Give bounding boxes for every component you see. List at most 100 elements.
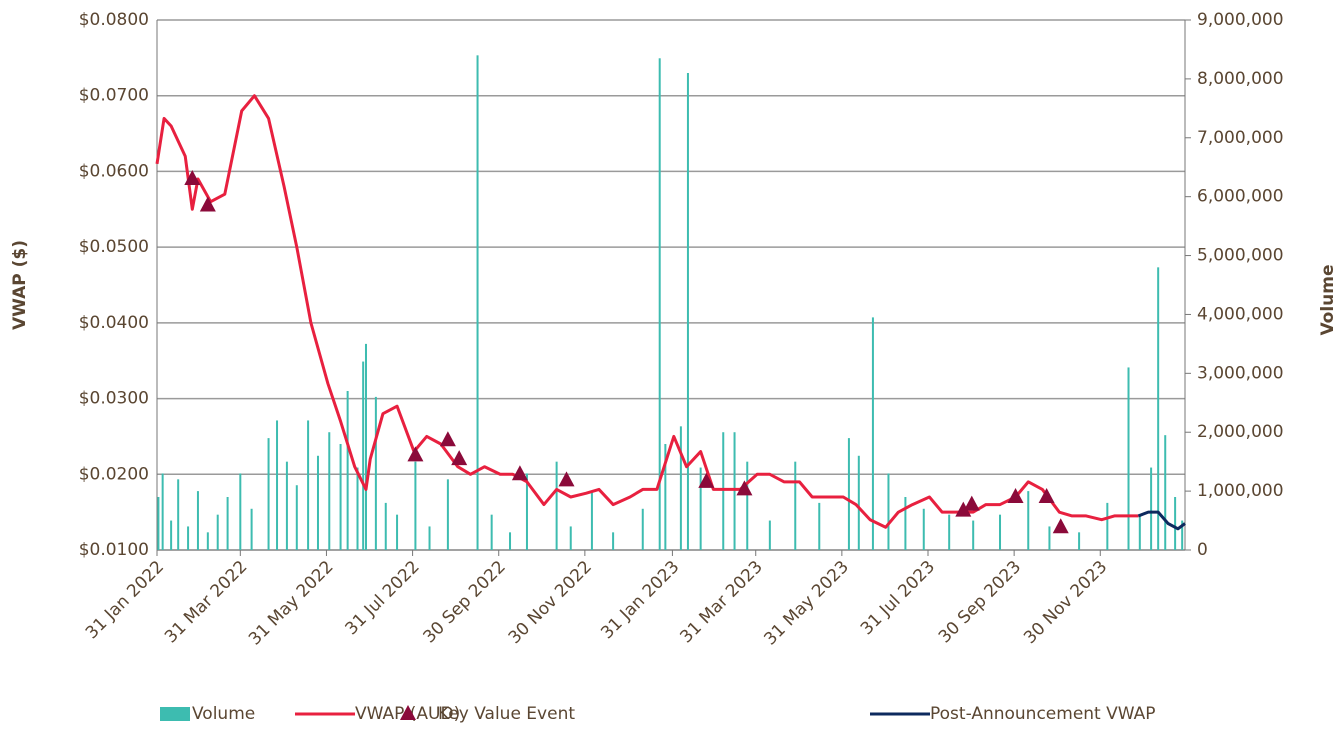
volume-bar (239, 473, 242, 550)
x-tick-label: 31 Jan 2022 (82, 557, 168, 643)
volume-bar (847, 438, 850, 550)
volume-bar (339, 444, 342, 550)
x-tick-label: 31 Jan 2023 (597, 557, 683, 643)
volume-bar (686, 73, 689, 550)
event-marker (1052, 518, 1069, 534)
volume-bar (871, 317, 874, 550)
volume-bar (346, 391, 349, 550)
volume-bar (414, 461, 417, 550)
volume-bar (276, 420, 279, 550)
legend-label: Post-Announcement VWAP (930, 704, 1156, 724)
event-marker (184, 170, 201, 185)
volume-bar (170, 520, 173, 550)
volume-bar (1138, 514, 1141, 550)
y-axis-title: VWAP ($) (10, 240, 30, 330)
volume-bar (384, 502, 387, 550)
volume-bar (226, 497, 229, 550)
volume-bar (177, 479, 180, 550)
event-marker (558, 471, 575, 487)
volume-bar (679, 426, 682, 550)
event-marker (199, 196, 216, 212)
x-tick-label: 31 May 2023 (760, 557, 853, 650)
volume-bar (999, 514, 1002, 550)
event-marker (1038, 488, 1055, 503)
volume-bar (887, 473, 890, 550)
volume-bar (1106, 502, 1109, 550)
y2-tick-label: 9,000,000 (1197, 10, 1284, 30)
volume-bar (1164, 435, 1167, 550)
y-tick-label: $0.0800 (79, 10, 149, 30)
volume-bar (641, 508, 644, 550)
volume-bar (1181, 520, 1184, 550)
volume-bar (699, 467, 702, 550)
y-tick-label: $0.0100 (79, 540, 149, 560)
volume-bar (1048, 526, 1051, 550)
volume-bar (818, 502, 821, 550)
volume-bar (490, 514, 493, 550)
volume-bar (161, 473, 164, 550)
volume-bar (569, 526, 572, 550)
volume-bar (267, 438, 270, 550)
volume-bar (1127, 367, 1130, 550)
volume-bar (187, 526, 190, 550)
volume-bar (250, 508, 253, 550)
volume-bar (196, 491, 199, 550)
x-tick-label: 30 Nov 2022 (505, 557, 596, 648)
volume-bar (1078, 532, 1081, 550)
x-tick-label: 31 Jul 2022 (341, 557, 423, 639)
event-marker (511, 465, 528, 481)
volume-bar (922, 508, 925, 550)
y2-tick-label: 3,000,000 (1197, 363, 1284, 383)
volume-bar (396, 514, 399, 550)
volume-bar (1027, 491, 1030, 550)
x-tick-label: 31 Mar 2023 (676, 557, 766, 647)
event-marker (1007, 488, 1024, 503)
y-tick-label: $0.0400 (79, 313, 149, 333)
y2-axis-title: Volume (1318, 264, 1338, 335)
legend-swatch (160, 707, 190, 721)
volume-bar (733, 432, 736, 550)
volume-bar (316, 455, 319, 550)
vwap-line (155, 94, 1139, 529)
y2-tick-label: 0 (1197, 540, 1208, 560)
y-tick-label: $0.0200 (79, 464, 149, 484)
volume-bar (285, 461, 288, 550)
volume-bar (664, 444, 667, 550)
volume-bar (658, 58, 661, 551)
volume-bar (746, 461, 749, 550)
volume-bar (972, 520, 975, 550)
volume-bar (356, 467, 359, 550)
volume-bar (857, 455, 860, 550)
y2-tick-label: 6,000,000 (1197, 187, 1284, 207)
legend-label: Volume (192, 704, 255, 724)
volume-bar (328, 432, 331, 550)
volume-bar (590, 491, 593, 550)
x-tick-label: 30 Sep 2023 (935, 557, 1025, 647)
y-tick-label: $0.0500 (79, 237, 149, 257)
volume-bar (476, 55, 479, 550)
volume-bar (509, 532, 512, 550)
volume-bar (1150, 467, 1153, 550)
y2-tick-label: 5,000,000 (1197, 246, 1284, 266)
volume-bar (364, 343, 367, 550)
volume-bar (794, 461, 797, 550)
vwap-line (1137, 510, 1186, 531)
volume-bar (206, 532, 209, 550)
x-tick-label: 31 Mar 2022 (161, 557, 251, 647)
volume-bar (948, 514, 951, 550)
x-tick-label: 30 Sep 2022 (419, 557, 509, 647)
volume-bar (525, 473, 528, 550)
x-tick-label: 30 Nov 2023 (1020, 557, 1111, 648)
volume-bar (1174, 497, 1177, 550)
volume-bar (295, 485, 298, 550)
y-tick-label: $0.0700 (79, 86, 149, 106)
y-tick-label: $0.0600 (79, 161, 149, 181)
y2-tick-label: 4,000,000 (1197, 304, 1284, 324)
event-marker (439, 431, 456, 447)
event-marker (963, 495, 980, 511)
x-tick-label: 31 Jul 2023 (857, 557, 939, 639)
volume-bar (1157, 267, 1160, 550)
volume-bar (216, 514, 219, 550)
y2-tick-label: 1,000,000 (1197, 481, 1284, 501)
volume-bar (904, 497, 907, 550)
